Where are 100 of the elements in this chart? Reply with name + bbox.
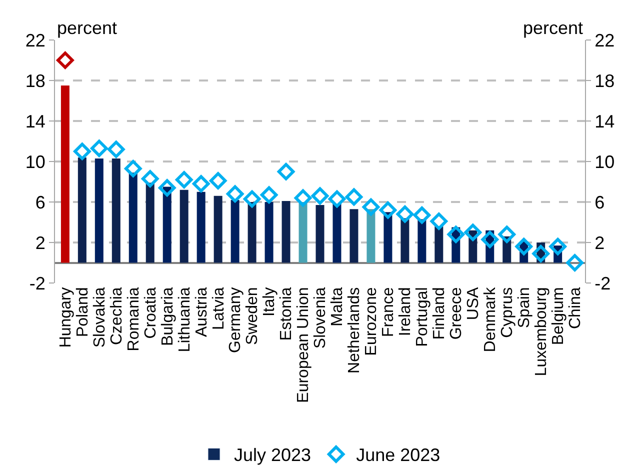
x-tick-label: Romania	[125, 287, 142, 352]
x-tick-label: France	[380, 287, 398, 337]
point	[56, 52, 74, 69]
bar	[400, 218, 410, 263]
bar	[350, 209, 358, 263]
y2-tick-label: 14	[594, 111, 615, 132]
x-tick-label: USA	[465, 286, 482, 320]
x-tick-label: Germany	[227, 287, 244, 353]
y2-tick-label: 2	[594, 232, 605, 253]
x-tick-label: Croatia	[142, 287, 160, 339]
x-tick-label: Slovenia	[312, 287, 330, 349]
bar	[112, 158, 120, 263]
bar	[196, 192, 206, 263]
bar	[78, 157, 86, 263]
y-tick-label: 18	[25, 70, 46, 91]
y2-tick-label: 18	[594, 70, 615, 91]
point	[362, 198, 380, 216]
bar	[316, 205, 324, 263]
bar	[418, 219, 426, 263]
point	[481, 230, 499, 248]
point	[294, 189, 312, 207]
y-axis-title: percent	[57, 18, 118, 38]
bar	[60, 86, 70, 263]
point	[498, 226, 516, 244]
point	[141, 170, 159, 188]
y-tick-label: 10	[25, 152, 46, 172]
point	[379, 201, 397, 219]
point	[277, 162, 295, 180]
point	[566, 254, 584, 272]
point	[158, 179, 176, 196]
x-tick-label: Finland	[431, 287, 448, 340]
point	[226, 185, 244, 203]
point	[447, 226, 465, 244]
point	[515, 238, 532, 256]
x-tick-label: China	[567, 287, 584, 330]
point	[396, 206, 414, 223]
x-tick-label: Latvia	[210, 287, 228, 330]
point	[74, 142, 91, 160]
x-tick-label: Italy	[261, 287, 278, 317]
x-tick-label: Denmark	[482, 286, 500, 352]
bar	[264, 202, 274, 263]
x-tick-label: Netherlands	[346, 287, 364, 374]
bar	[146, 182, 154, 263]
x-tick-label: Ireland	[397, 287, 414, 336]
x-tick-label: Greece	[448, 287, 466, 340]
x-tick-label: Bulgaria	[159, 287, 176, 346]
point	[413, 206, 431, 224]
point	[345, 188, 363, 206]
x-tick-label: Austria	[193, 287, 210, 337]
point	[124, 160, 142, 178]
x-tick-label: Luxembourg	[533, 287, 550, 376]
point	[464, 224, 482, 242]
x-tick-label: Spain	[516, 287, 534, 328]
point	[311, 187, 329, 205]
legend-label: July 2023	[234, 445, 312, 466]
bar	[384, 212, 392, 263]
point	[90, 140, 108, 157]
x-tick-label: Sweden	[244, 287, 262, 346]
bar	[434, 226, 444, 263]
point	[175, 171, 193, 188]
bar	[366, 209, 376, 263]
bar	[248, 202, 256, 263]
bar	[298, 202, 308, 263]
y2-tick-label: 22	[594, 30, 615, 50]
y-tick-label: -2	[29, 273, 46, 294]
bar	[94, 158, 104, 263]
x-tick-label: Estonia	[278, 287, 296, 341]
x-tick-label: Poland	[74, 287, 92, 338]
point	[108, 140, 125, 158]
point	[243, 190, 261, 208]
y2-tick-label: -2	[594, 273, 611, 294]
point	[209, 172, 227, 190]
x-tick-label: Eurozone	[363, 287, 380, 356]
legend-label: June 2023	[356, 445, 440, 466]
y2-tick-label: 10	[594, 152, 615, 172]
y2-axis-title: percent	[523, 18, 584, 38]
x-tick-label: Belgium	[550, 287, 568, 346]
x-tick-label: Slovakia	[91, 287, 108, 348]
y-tick-label: 2	[35, 232, 46, 253]
x-tick-label: Portugal	[414, 287, 432, 347]
x-tick-label: Cyprus	[499, 287, 516, 338]
x-tick-label: Lithuania	[176, 287, 194, 352]
y-tick-label: 6	[35, 192, 46, 212]
x-tick-label: European Union	[295, 287, 312, 403]
x-tick-label: Czechia	[108, 287, 126, 346]
bar	[332, 204, 342, 263]
bar	[128, 172, 138, 263]
y-tick-label: 14	[25, 111, 46, 132]
point	[549, 238, 566, 256]
y2-tick-label: 6	[594, 192, 605, 212]
point	[430, 212, 448, 230]
point	[192, 175, 210, 192]
bar	[282, 200, 290, 263]
bar	[230, 200, 240, 263]
point	[260, 186, 278, 204]
bar	[214, 196, 222, 263]
point	[532, 244, 550, 262]
y-tick-label: 22	[25, 30, 46, 50]
x-tick-label: Malta	[329, 287, 346, 326]
bar	[162, 186, 172, 263]
